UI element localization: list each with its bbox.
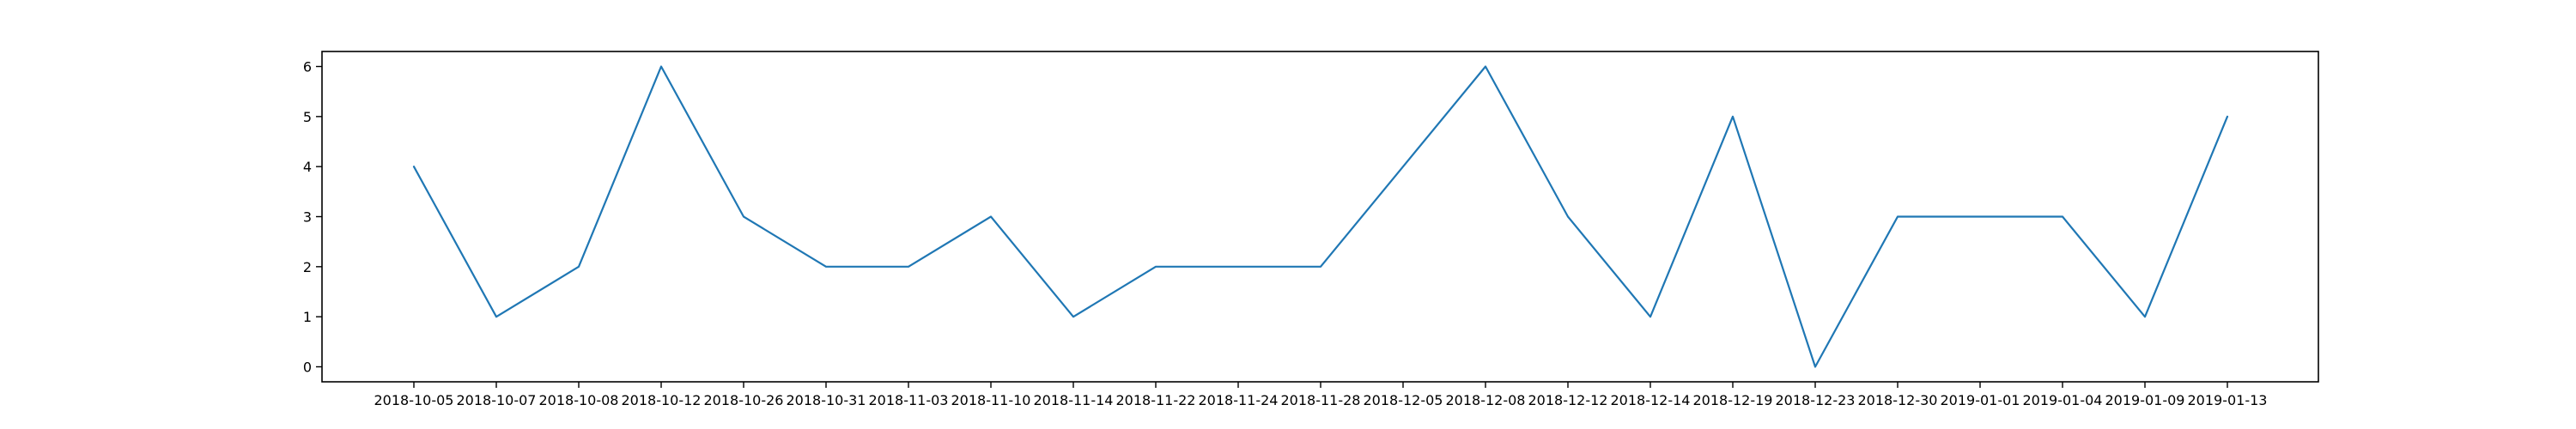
x-tick-label: 2018-11-24	[1199, 392, 1279, 408]
x-tick-label: 2018-11-22	[1116, 392, 1196, 408]
x-tick-label: 2018-11-14	[1034, 392, 1114, 408]
x-tick-label: 2018-10-05	[374, 392, 454, 408]
x-tick-label: 2018-10-07	[457, 392, 537, 408]
x-tick-label: 2018-12-23	[1776, 392, 1856, 408]
x-tick-label: 2019-01-04	[2023, 392, 2103, 408]
y-tick-label: 4	[303, 159, 312, 175]
y-tick-label: 5	[303, 109, 312, 125]
x-tick-label: 2018-12-19	[1693, 392, 1773, 408]
x-tick-label: 2018-11-10	[951, 392, 1031, 408]
y-tick-label: 2	[303, 259, 312, 275]
x-tick-label: 2019-01-13	[2188, 392, 2268, 408]
x-tick-label: 2018-12-05	[1364, 392, 1443, 408]
x-tick-label: 2018-12-30	[1858, 392, 1938, 408]
y-tick-label: 6	[303, 59, 312, 76]
y-tick-label: 1	[303, 309, 312, 325]
x-tick-label: 2019-01-01	[1941, 392, 2020, 408]
x-tick-label: 2018-12-14	[1611, 392, 1691, 408]
y-tick-label: 3	[303, 209, 312, 226]
plot-frame	[321, 51, 2319, 383]
series-line	[412, 65, 2229, 368]
x-tick-label: 2019-01-09	[2105, 392, 2185, 408]
chart-marks: 2018-10-05 2018-10-07 2018-10-08 2018-10-12…	[303, 59, 2268, 409]
x-tick-label: 2018-10-31	[787, 392, 866, 408]
x-tick-label: 2018-11-28	[1281, 392, 1361, 408]
x-tick-label: 2018-10-08	[539, 392, 619, 408]
y-tick-label: 0	[303, 360, 312, 376]
x-tick-label: 2018-12-12	[1528, 392, 1608, 408]
x-tick-label: 2018-10-26	[704, 392, 784, 408]
x-tick-label: 2018-10-12	[622, 392, 702, 408]
x-tick-label: 2018-11-03	[869, 392, 949, 408]
x-tick-label: 2018-12-08	[1446, 392, 1526, 408]
